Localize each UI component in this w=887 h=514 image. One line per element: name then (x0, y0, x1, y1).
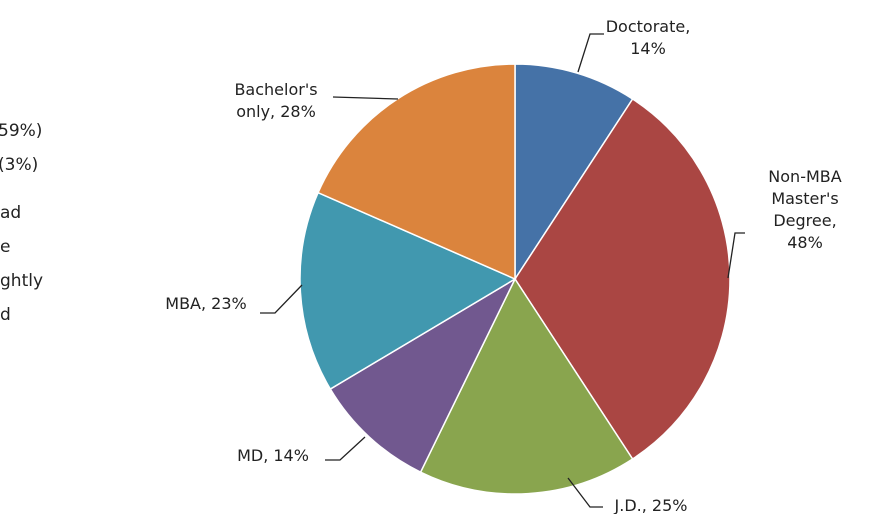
pie-slice (329, 277, 517, 474)
pie (299, 63, 731, 495)
cut-text: d (0, 305, 11, 325)
leader-line (567, 477, 603, 508)
data-label: Bachelor's only, 28% (234, 80, 318, 121)
data-label: Doctorate, 14% (605, 17, 691, 58)
pie-slice (514, 97, 731, 461)
leader-line (577, 33, 604, 73)
data-label: J.D., 25% (614, 496, 688, 514)
cut-text: (3%) (0, 155, 39, 175)
cut-text: 59%) (0, 121, 43, 141)
cut-text: ghtly (0, 271, 44, 291)
leader-line (260, 284, 303, 314)
cut-text: e (0, 237, 11, 257)
data-label: MBA, 23% (165, 294, 247, 313)
leader-line (332, 96, 399, 100)
cut-text: ad (0, 203, 22, 223)
leader-line (727, 232, 745, 279)
pie-slice (419, 277, 634, 495)
leader-lines (260, 33, 745, 508)
pie-slice (299, 191, 517, 391)
data-label: MD, 14% (237, 446, 309, 465)
pie-slice (514, 63, 634, 282)
data-label: Non-MBA Master's Degree, 48% (768, 167, 842, 252)
leader-line (325, 436, 366, 461)
